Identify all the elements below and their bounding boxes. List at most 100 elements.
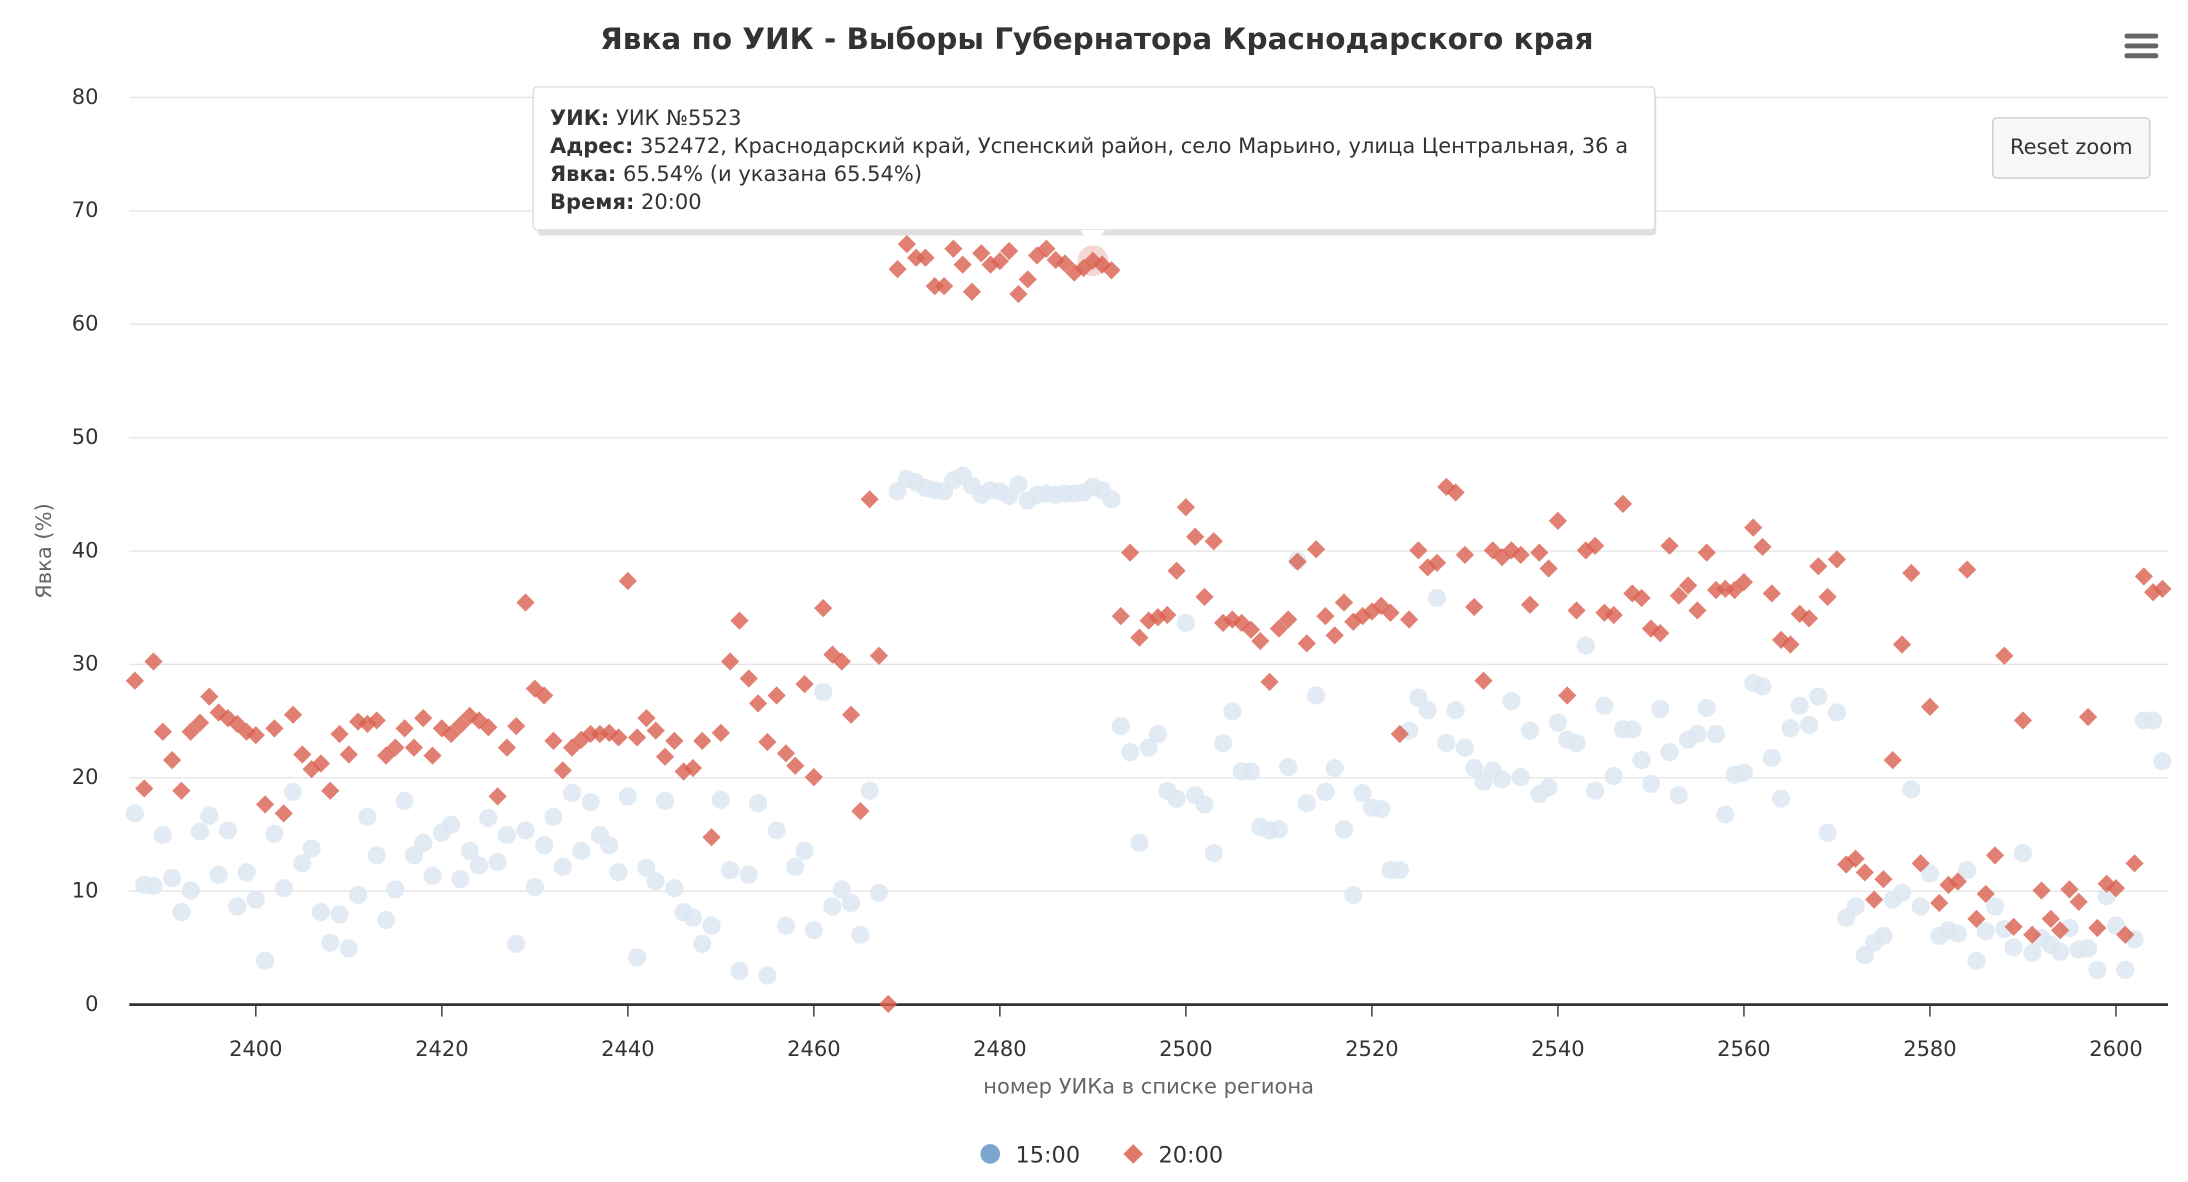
point-15: [153, 825, 172, 845]
point-20: [1381, 603, 1400, 622]
point-20: [386, 738, 405, 757]
point-15: [1623, 720, 1642, 739]
point-20: [972, 244, 991, 263]
point-20: [851, 802, 870, 821]
point-20: [1297, 634, 1316, 653]
point-15: [1669, 786, 1688, 805]
point-20: [748, 694, 768, 713]
point-15: [2116, 960, 2135, 980]
point-15: [1344, 885, 1363, 905]
point-15: [2023, 943, 2042, 963]
point-20: [414, 709, 433, 728]
point-20: [1855, 863, 1874, 882]
point-15: [1762, 748, 1781, 767]
point-15: [1604, 766, 1623, 786]
point-20: [190, 713, 210, 732]
legend-item-20[interactable]: 20:00: [1123, 1142, 1223, 1168]
point-20: [1762, 584, 1781, 603]
point-15: [1213, 734, 1233, 753]
point-20: [1679, 576, 1698, 595]
point-15: [1567, 734, 1586, 753]
point-15: [721, 861, 740, 880]
point-20: [1000, 241, 1019, 261]
point-15: [1855, 946, 1874, 965]
grid-lines: [129, 96, 2169, 892]
point-20: [1316, 606, 1335, 626]
point-15: [442, 815, 461, 834]
point-20: [1269, 619, 1289, 638]
point-20: [897, 235, 916, 254]
point-15: [1139, 738, 1158, 757]
tooltip: УИК: УИК №5523 Адрес: 352472, Краснодарс…: [532, 86, 1657, 247]
y-tick-label: 30: [72, 651, 99, 676]
point-15: [311, 902, 331, 922]
point-20: [944, 239, 963, 258]
point-20: [1911, 854, 1930, 873]
point-20: [1558, 686, 1577, 705]
point-20: [135, 779, 154, 798]
point-15: [1455, 738, 1475, 757]
point-15: [1148, 724, 1168, 744]
point-15: [814, 682, 833, 702]
point-15: [1576, 636, 1595, 655]
point-20: [1985, 846, 2005, 865]
point-20: [488, 787, 507, 806]
point-15: [693, 934, 712, 953]
point-20: [1111, 606, 1130, 626]
point-15: [2106, 916, 2126, 935]
point-15: [237, 863, 256, 882]
x-tick-label: 2440: [601, 1036, 654, 1061]
point-15: [600, 836, 619, 855]
reset-zoom-label: Reset zoom: [2010, 134, 2133, 159]
point-15: [1167, 789, 1186, 808]
point-20: [256, 795, 275, 814]
point-15: [1967, 951, 1986, 970]
point-20: [1744, 518, 1763, 537]
point-15: [1539, 778, 1558, 797]
x-tick-label: 2460: [787, 1036, 840, 1061]
point-20: [1009, 284, 1028, 304]
point-20: [832, 652, 851, 671]
point-15: [1846, 897, 1865, 916]
y-tick-label: 40: [72, 537, 99, 562]
point-15: [1688, 724, 1707, 744]
chart-title: Явка по УИК - Выборы Губернатора Краснод…: [600, 22, 1593, 56]
legend-item-15[interactable]: 15:00: [980, 1142, 1080, 1168]
point-15: [1009, 475, 1028, 494]
point-20: [1846, 849, 1865, 868]
x-axis-ticks: 2400 2420 2440 2460 2480 2500 2520 2540 2560 2580…: [229, 1003, 2143, 1061]
point-15: [1390, 861, 1409, 880]
point-20: [1120, 543, 1140, 562]
point-15: [516, 821, 535, 840]
point-20: [1176, 498, 1195, 517]
point-15: [1297, 794, 1316, 813]
point-20: [1809, 557, 1828, 576]
point-15: [1492, 770, 1512, 789]
point-15: [823, 897, 842, 916]
point-15: [1418, 701, 1437, 720]
point-15: [469, 856, 489, 875]
point-20: [395, 719, 414, 738]
point-20: [1613, 494, 1633, 513]
point-15: [218, 821, 238, 840]
point-15: [1976, 922, 1995, 941]
point-20: [1474, 671, 1493, 690]
point-15: [581, 792, 600, 812]
point-15: [1818, 823, 1837, 842]
point-20: [1204, 532, 1223, 551]
reset-zoom-button[interactable]: Reset zoom: [1992, 117, 2151, 179]
point-15: [758, 966, 777, 985]
point-15: [1874, 926, 1893, 946]
point-15: [451, 870, 470, 889]
point-15: [1446, 701, 1465, 720]
point-15: [1586, 781, 1605, 800]
point-15: [1409, 688, 1428, 707]
point-20: [525, 679, 544, 698]
point-20: [311, 754, 331, 773]
point-15: [1781, 719, 1800, 738]
point-20: [1799, 609, 1819, 628]
menu-button[interactable]: [2116, 25, 2166, 67]
point-15: [1734, 763, 1754, 782]
point-15: [1223, 702, 1242, 721]
